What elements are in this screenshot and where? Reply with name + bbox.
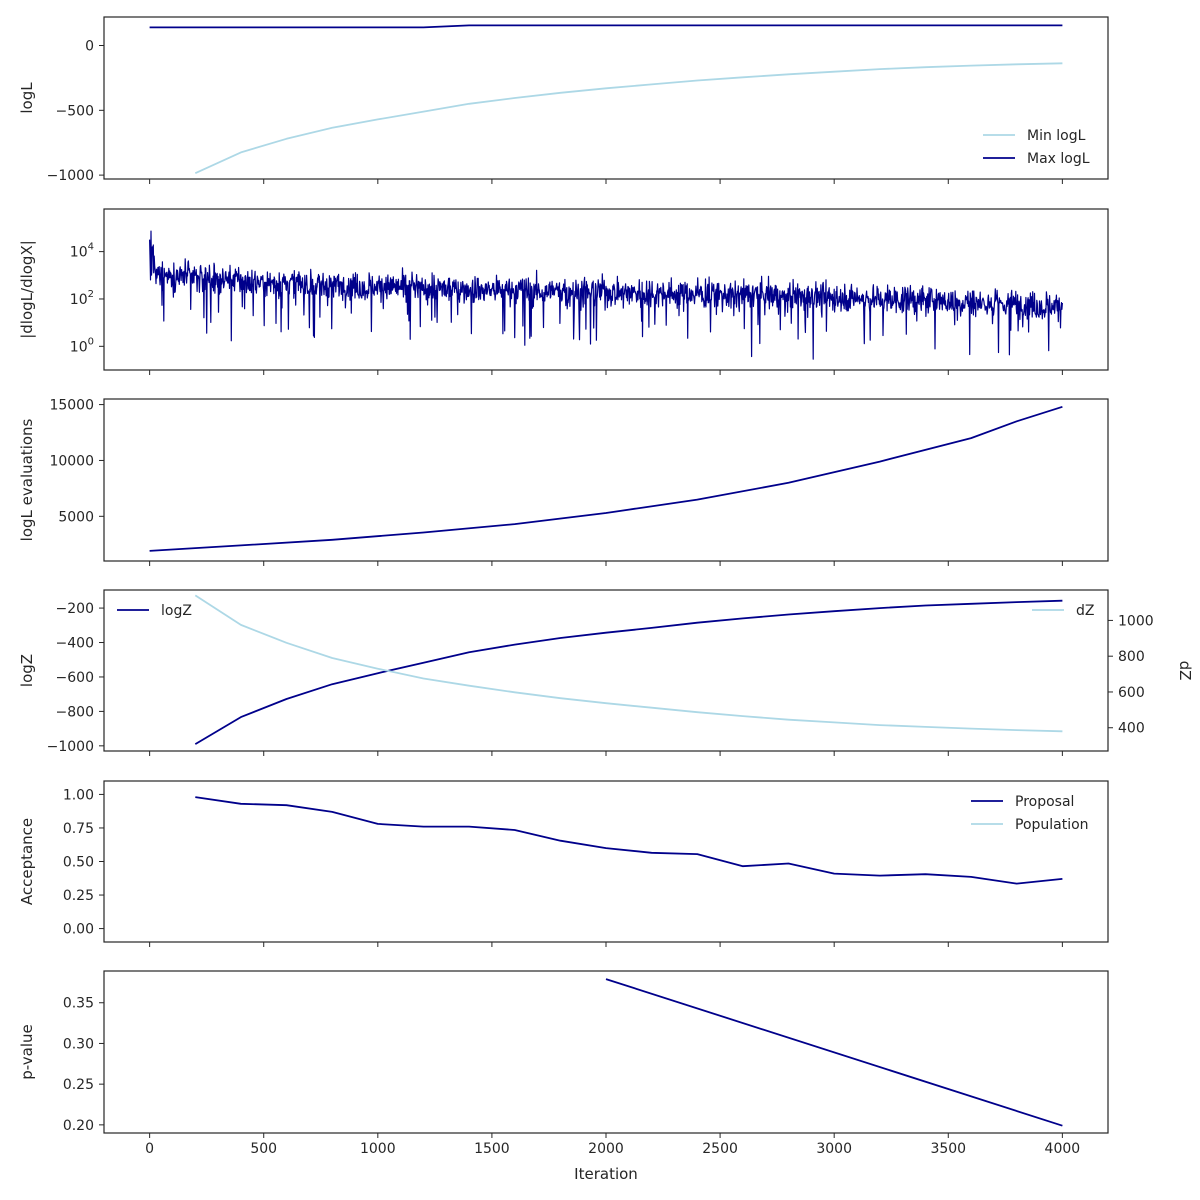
y-tick-label: 0.30 [63,1036,94,1052]
y-tick-label: 5000 [58,509,94,525]
series-line-min-logl [194,62,1063,175]
y-tick-label: 1.00 [63,787,94,803]
y-tick-label: 15000 [49,398,94,414]
x-tick-label: 1000 [360,1141,396,1157]
legend-label: Min logL [1027,128,1086,144]
x-tick-label: 3000 [816,1141,852,1157]
legend-label: Max logL [1027,151,1090,167]
y-tick-label: 0.75 [63,821,94,837]
y-tick-label: −1000 [47,739,94,755]
y-axis-label: Acceptance [18,818,36,905]
panel-3: 5000 10000 15000 logL evaluations [18,398,1109,566]
y-tick-label: 0.35 [63,996,94,1012]
x-tick-label: 4000 [1045,1141,1081,1157]
y-axis-label: p-value [18,1024,36,1080]
axes-frame [103,589,1109,752]
y-tick-label: 100 [70,336,94,355]
y-tick-label: 0.20 [63,1118,94,1134]
y-tick-label: 0.25 [63,888,94,904]
y-right-tick-label: 600 [1118,685,1145,701]
y-right-tick-label: 1000 [1118,613,1154,629]
y-axis-label: logL [18,82,36,114]
y-axis-label: logZ [18,654,36,687]
y-right-axis-label: dZ [1176,661,1194,681]
series-line-dz [194,594,1063,733]
panel-5: 1.00 0.75 0.50 0.25 0.00 Acceptance Proposal Po… [18,780,1109,947]
legend-label: logZ [161,603,192,619]
x-tick-label: 500 [250,1141,277,1157]
series-line-trace [605,978,1063,1127]
y-tick-label: −200 [56,601,94,617]
y-tick-label: 0.25 [63,1077,94,1093]
axes-frame [103,970,1109,1134]
x-tick-label: 2500 [702,1141,738,1157]
y-right-tick-label: 400 [1118,721,1145,737]
y-tick-label: −500 [56,103,94,119]
y-tick-label: 102 [70,289,94,308]
panel-4: −200 −400 −600 −800 −1000 logZ 400 600 800 1000 dZ… [18,589,1194,756]
panel-1: 0 −500 −1000 logL Min logL Max logL [18,16,1109,184]
x-axis-label: Iteration [574,1165,638,1183]
y-tick-label: 10000 [49,453,94,469]
panel-2: 100 102 104 |dlogL/dlogX| [18,208,1109,375]
y-tick-label: 0.00 [63,922,94,938]
legend-label: Proposal [1015,794,1074,810]
y-tick-label: −600 [56,670,94,686]
y-tick-label: 104 [70,242,94,261]
series-line-max-logl [149,24,1063,29]
y-tick-label: −1000 [47,168,94,184]
panel-6: 0 500 1000 1500 2000 2500 3000 3500 4000 0.35 0.30… [18,970,1109,1157]
x-tick-label: 2000 [588,1141,624,1157]
axes-frame [103,780,1109,943]
y-right-tick-label: 800 [1118,649,1145,665]
y-axis-label: |dlogL/dlogX| [18,240,36,339]
series-line-proposal [195,796,1063,885]
series-line-trace [149,230,1063,360]
x-tick-label: 3500 [930,1141,966,1157]
y-tick-label: 0.50 [63,855,94,871]
x-tick-label: 0 [145,1141,154,1157]
y-tick-label: −800 [56,704,94,720]
axes-frame [103,16,1109,180]
legend-label: Population [1015,817,1089,833]
axes-frame [103,398,1109,562]
series-line-logz [194,599,1063,745]
y-axis-label: logL evaluations [18,418,36,541]
series-line-trace [149,405,1063,552]
x-tick-label: 1500 [474,1141,510,1157]
y-tick-label: 0 [85,39,94,55]
y-tick-label: −400 [56,636,94,652]
legend-label: dZ [1076,603,1094,619]
